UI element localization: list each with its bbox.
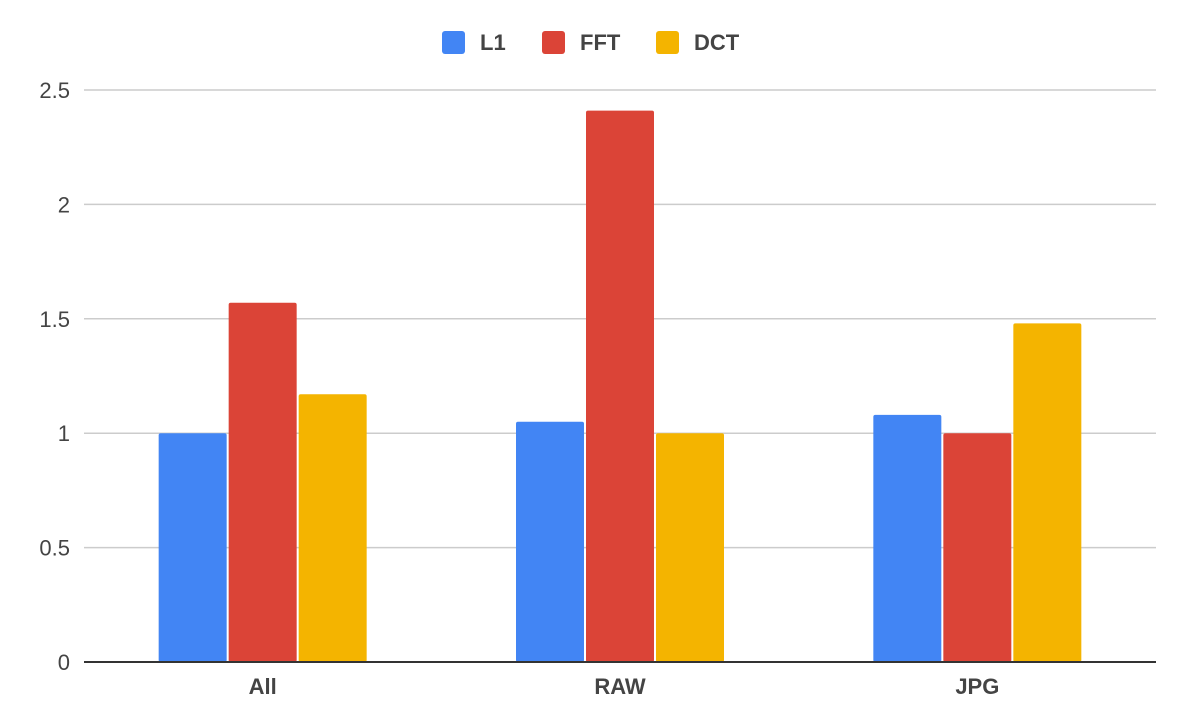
- legend-swatch-fft: [542, 31, 565, 54]
- y-tick-label: 0.5: [39, 536, 70, 561]
- bar-dct-all: [298, 394, 367, 662]
- y-tick-label: 0: [58, 650, 70, 675]
- bar-l1-raw: [516, 421, 584, 662]
- y-tick-label: 2.5: [39, 78, 70, 103]
- x-axis-ticks: All RAW JPG: [249, 674, 1000, 699]
- legend-label-l1: L1: [480, 30, 506, 55]
- bars: [158, 110, 1082, 663]
- legend-swatch-l1: [442, 31, 465, 54]
- y-axis-ticks: 0 0.5 1 1.5 2 2.5: [39, 78, 70, 675]
- y-tick-label: 1: [58, 421, 70, 446]
- legend-swatch-dct: [656, 31, 679, 54]
- x-tick-label: RAW: [594, 674, 646, 699]
- x-tick-label: JPG: [955, 674, 999, 699]
- y-tick-label: 2: [58, 192, 70, 217]
- legend-label-dct: DCT: [694, 30, 740, 55]
- legend: L1 FFT DCT: [442, 30, 740, 55]
- legend-label-fft: FFT: [580, 30, 621, 55]
- bar-fft-jpg: [943, 433, 1012, 662]
- bar-fft-all: [228, 302, 297, 662]
- bar-l1-all: [158, 433, 227, 662]
- x-tick-label: All: [249, 674, 277, 699]
- y-tick-label: 1.5: [39, 307, 70, 332]
- bar-fft-raw: [586, 110, 654, 663]
- bar-dct-jpg: [1013, 323, 1082, 662]
- bar-l1-jpg: [873, 414, 942, 662]
- bar-dct-raw: [656, 433, 724, 662]
